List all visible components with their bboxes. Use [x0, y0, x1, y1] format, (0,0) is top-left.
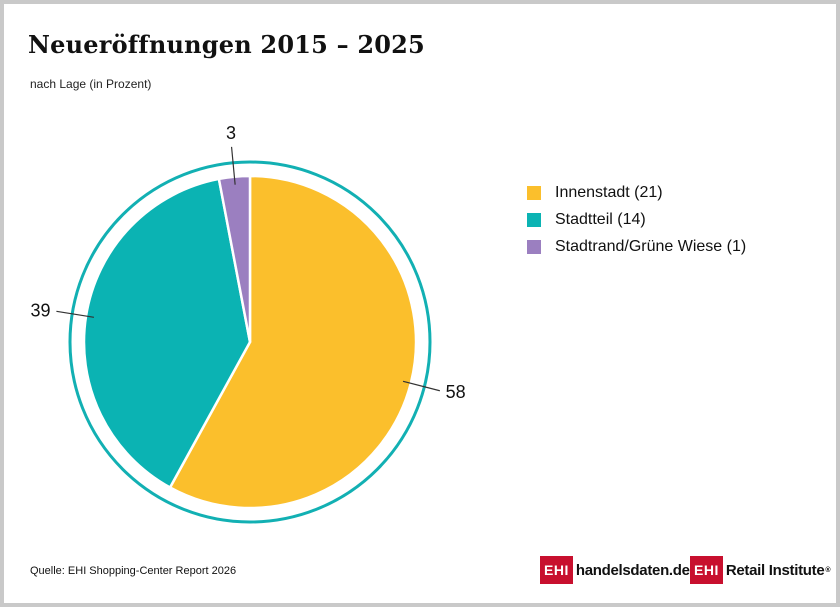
legend-swatch-stadtteil: [527, 213, 541, 227]
leader-line-stadtrand-grüne-wiese: [230, 146, 236, 185]
data-label-innenstadt: 58: [446, 382, 466, 402]
handelsdaten-logo-text: handelsdaten.de: [575, 561, 690, 579]
leader-line-stadtteil: [56, 310, 95, 318]
data-label-stadtteil: 39: [30, 300, 50, 320]
data-label-stadtrand-grüne-wiese: 3: [226, 123, 236, 143]
ehi-logo-box: EHI: [540, 556, 573, 584]
registered-mark: ®: [825, 566, 831, 574]
ehi-logo-box: EHI: [690, 556, 723, 584]
ehi-retail-institute-logo[interactable]: EHI Retail Institute ®: [690, 556, 831, 584]
legend-item-stadtrand: Stadtrand/Grüne Wiese (1): [527, 238, 746, 256]
source-note: Quelle: EHI Shopping-Center Report 2026: [30, 565, 237, 577]
legend-swatch-innenstadt: [527, 186, 541, 200]
retail-institute-logo-text: Retail Institute: [725, 561, 825, 579]
legend-label-stadtrand: Stadtrand/Grüne Wiese (1): [555, 238, 747, 255]
leader-line-innenstadt: [402, 380, 440, 392]
legend-item-innenstadt: Innenstadt (21): [527, 184, 746, 202]
legend-swatch-stadtrand: [527, 240, 541, 254]
pie-outer-ring: [68, 160, 432, 524]
handelsdaten-logo[interactable]: EHI handelsdaten.de: [540, 556, 690, 584]
chart-subtitle: nach Lage (in Prozent): [30, 77, 152, 91]
legend: Innenstadt (21) Stadtteil (14) Stadtrand…: [527, 184, 746, 265]
legend-label-innenstadt: Innenstadt (21): [555, 184, 663, 201]
legend-label-stadtteil: Stadtteil (14): [555, 211, 646, 228]
chart-title: Neueröffnungen 2015 – 2025: [28, 30, 425, 59]
legend-item-stadtteil: Stadtteil (14): [527, 211, 746, 229]
